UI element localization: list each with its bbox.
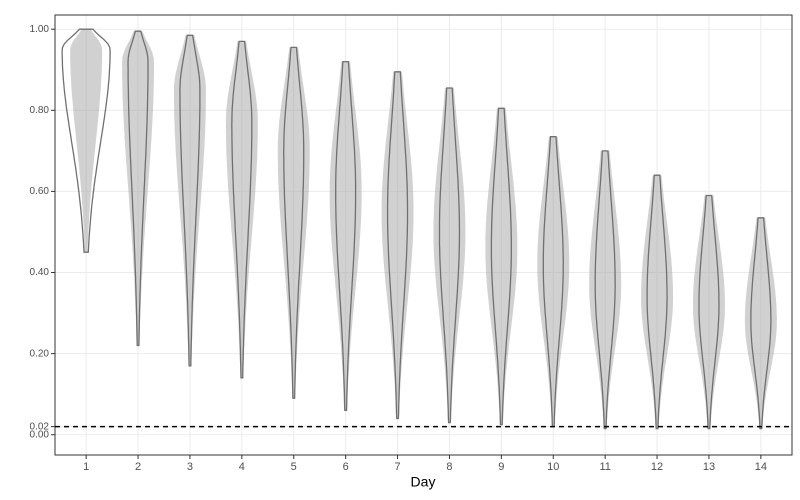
- violin: [542, 136, 564, 428]
- point-cloud: [744, 217, 777, 429]
- violin: [231, 40, 253, 379]
- x-tick-label: 12: [651, 461, 663, 473]
- y-tick-label: 0.20: [30, 348, 50, 359]
- violin: [646, 174, 668, 430]
- violin: [490, 107, 512, 426]
- x-tick-label: 7: [394, 461, 400, 473]
- x-tick-label: 8: [446, 461, 452, 473]
- x-tick-label: 11: [599, 461, 610, 473]
- point-cloud: [693, 195, 725, 429]
- violin: [179, 34, 201, 367]
- x-tick-label: 5: [291, 461, 297, 473]
- x-tick-label: 9: [498, 461, 504, 473]
- violin: [594, 150, 616, 430]
- violin: [283, 46, 305, 399]
- x-tick-label: 13: [703, 461, 715, 473]
- violin: [61, 28, 111, 253]
- violin: [335, 60, 357, 412]
- point-cloud: [381, 71, 414, 419]
- point-cloud: [485, 108, 518, 425]
- y-tick-label: 1.00: [30, 24, 50, 35]
- plot-frame: [54, 14, 793, 456]
- point-cloud: [277, 47, 310, 399]
- x-tick-label: 2: [135, 461, 141, 473]
- y-tick-label: 0.02: [30, 421, 50, 432]
- x-tick-label: 3: [187, 461, 193, 473]
- violin: [698, 194, 720, 430]
- point-cloud: [329, 61, 362, 411]
- point-cloud: [225, 41, 258, 378]
- y-tick-label: 0.80: [30, 105, 50, 116]
- y-tick-label: 0.00: [30, 429, 50, 440]
- x-tick-label: 14: [755, 461, 767, 473]
- y-tick-label: 0.40: [30, 267, 50, 278]
- point-cloud: [433, 88, 466, 423]
- violin: [386, 71, 409, 420]
- x-tick-label: 4: [239, 461, 245, 473]
- violin: [127, 30, 149, 347]
- point-cloud: [122, 31, 154, 346]
- violin: [438, 87, 461, 424]
- violin: [750, 217, 772, 430]
- point-cloud: [537, 136, 570, 427]
- x-tick-label: 10: [547, 461, 559, 473]
- point-cloud: [589, 150, 622, 429]
- point-cloud: [173, 35, 206, 366]
- x-tick-label: 6: [343, 461, 349, 473]
- y-tick-label: 0.60: [30, 186, 50, 197]
- point-cloud: [70, 29, 103, 253]
- point-cloud: [641, 175, 674, 429]
- x-axis-label: Day: [411, 474, 436, 490]
- x-tick-label: 1: [83, 461, 89, 473]
